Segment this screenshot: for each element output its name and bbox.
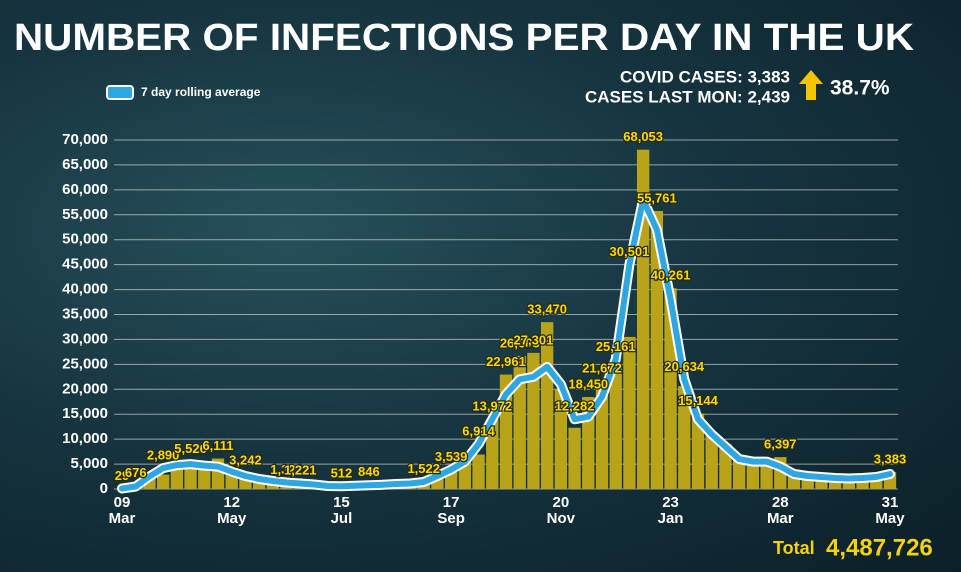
- value-label: 20,634: [664, 359, 705, 374]
- x-tick-label: 17 Sep: [437, 494, 465, 527]
- bar: [143, 477, 156, 489]
- total-value: 4,487,726: [826, 534, 933, 561]
- y-tick-label: 25,000: [62, 355, 108, 372]
- x-tick-label: 23 Jan: [657, 494, 684, 527]
- y-tick-label: 35,000: [62, 305, 108, 322]
- x-tick-label: 09 Mar: [108, 494, 136, 527]
- y-tick-label: 60,000: [62, 181, 108, 198]
- value-label: 68,053: [623, 129, 663, 144]
- y-tick-label: 20,000: [62, 380, 108, 397]
- value-label: 5,526: [174, 441, 207, 456]
- bar: [732, 459, 746, 489]
- value-label: 676: [125, 465, 147, 480]
- bar: [705, 434, 718, 489]
- value-label: 21,672: [582, 360, 622, 375]
- bar: [527, 352, 540, 489]
- total-label: Total: [773, 538, 815, 558]
- up-arrow: [799, 70, 823, 100]
- bar: [198, 465, 211, 489]
- value-label: 40,261: [651, 268, 691, 283]
- rolling-line: [119, 196, 893, 492]
- legend-swatch: [106, 85, 134, 100]
- value-label: 2,890: [147, 447, 180, 462]
- y-tick-label: 40,000: [62, 281, 108, 298]
- bar: [650, 210, 664, 490]
- bar: [554, 389, 568, 489]
- y-tick-label: 10,000: [62, 430, 108, 447]
- bar: [609, 363, 622, 489]
- value-label: 3,539: [435, 449, 468, 464]
- y-tick-label: 45,000: [62, 256, 108, 273]
- value-label: 27,301: [514, 332, 554, 347]
- value-label: 1,321: [270, 462, 303, 477]
- value-label: 26,688: [500, 335, 540, 350]
- bar: [568, 427, 581, 489]
- bar: [746, 461, 760, 489]
- y-tick-label: 5,000: [70, 455, 108, 472]
- value-label: 846: [358, 464, 380, 479]
- value-label: 29: [115, 468, 129, 483]
- x-tick-label: 15 Jul: [330, 494, 353, 527]
- x-tick-label: 20 Nov: [546, 494, 576, 527]
- value-label: 6,914: [462, 424, 495, 439]
- value-label: 33,470: [527, 302, 567, 317]
- bar: [486, 419, 499, 489]
- value-label: 6,111: [202, 438, 233, 453]
- value-label: 3,383: [874, 452, 907, 467]
- stat-last-mon: CASES LAST MON: 2,439: [585, 87, 790, 106]
- bar: [472, 454, 485, 489]
- bar: [678, 386, 691, 489]
- stat-cases: COVID CASES: 3,383: [620, 67, 790, 86]
- value-label: 6,397: [764, 437, 797, 452]
- value-label: 13,972: [472, 399, 512, 414]
- legend-label: 7 day rolling average: [141, 85, 261, 99]
- value-label: 512: [331, 466, 353, 481]
- x-tick-label: 28 Mar: [766, 494, 794, 527]
- y-tick-label: 70,000: [62, 131, 108, 148]
- y-tick-label: 30,000: [62, 330, 108, 347]
- value-label: 55,761: [637, 190, 677, 205]
- x-tick-label: 31 May: [875, 494, 905, 527]
- value-label: 22,961: [486, 354, 526, 369]
- value-label: 12,282: [555, 399, 595, 414]
- chart-title: NUMBER OF INFECTIONS PER DAY IN THE UK: [14, 17, 915, 59]
- value-label: 15,144: [678, 393, 719, 408]
- bar: [828, 478, 842, 489]
- x-tick-label: 12 May: [217, 494, 247, 527]
- y-tick-label: 50,000: [62, 231, 108, 248]
- y-tick-label: 0: [100, 480, 108, 497]
- bar: [623, 336, 636, 489]
- value-label: 1,522: [407, 461, 440, 476]
- value-label: 30,501: [610, 244, 650, 259]
- value-label: 1,221: [284, 462, 317, 477]
- bar: [691, 413, 705, 489]
- bar: [815, 477, 828, 489]
- bar: [842, 479, 856, 489]
- stat-change: 38.7%: [830, 77, 890, 100]
- value-label: 18,450: [568, 376, 608, 391]
- bar: [856, 478, 869, 489]
- y-tick-label: 15,000: [62, 405, 108, 422]
- y-tick-label: 65,000: [62, 156, 108, 173]
- y-tick-label: 55,000: [62, 206, 108, 223]
- value-label: 3,242: [229, 452, 262, 467]
- value-label: 25,161: [596, 339, 636, 354]
- bar: [156, 474, 170, 489]
